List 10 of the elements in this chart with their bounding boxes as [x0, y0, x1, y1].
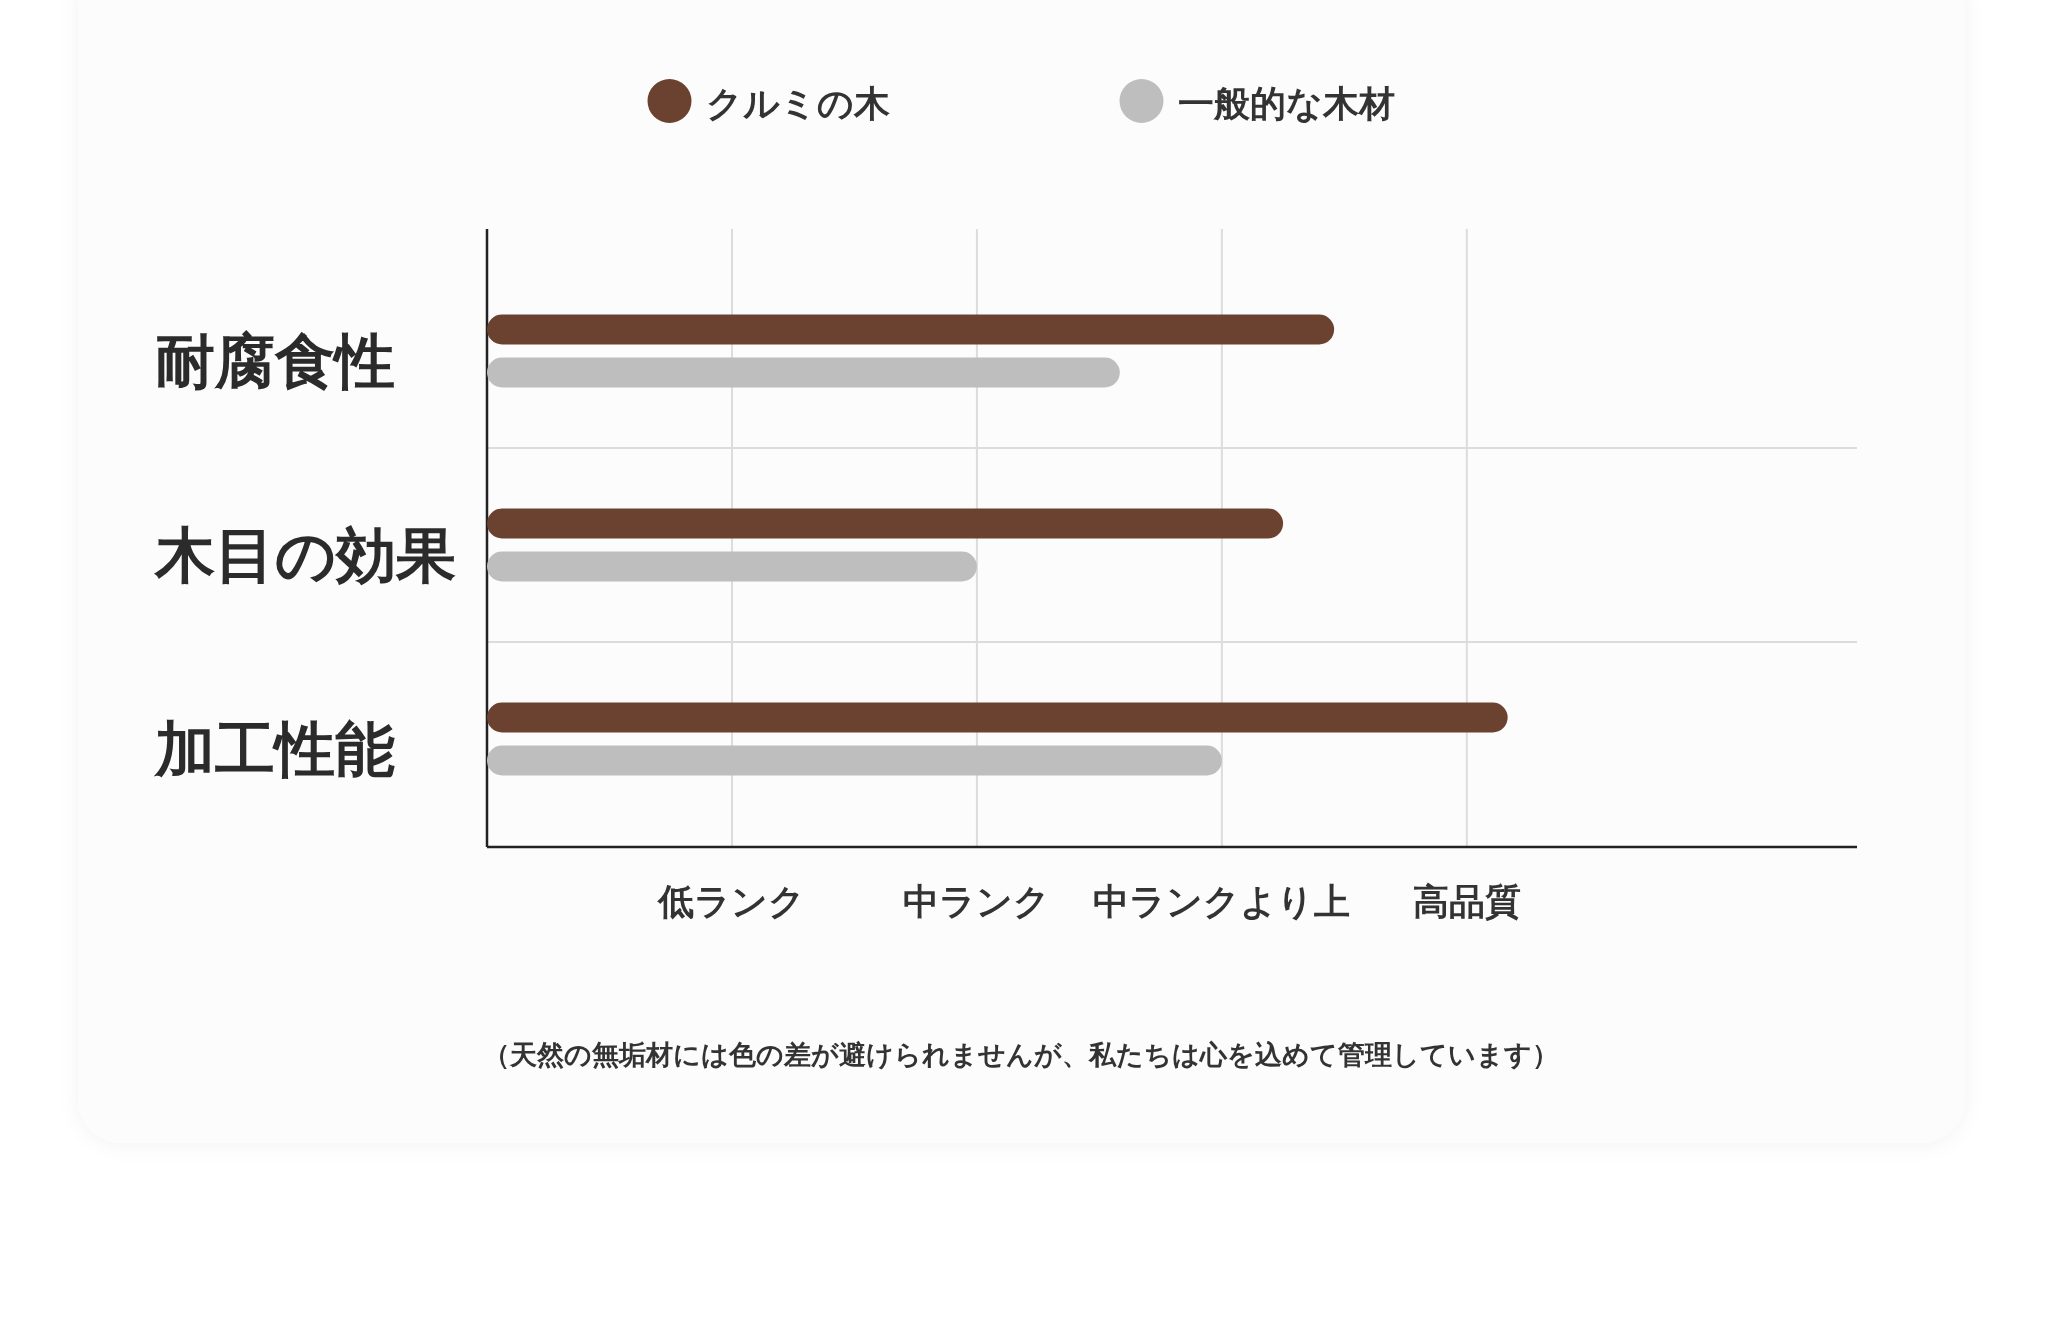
y-tick-label: 耐腐食性	[155, 327, 395, 395]
y-tick-label: 木目の効果	[153, 521, 456, 589]
ref-line-label: 低ランク	[656, 880, 806, 922]
legend-label: 一般的な木材	[1177, 82, 1395, 124]
ref-line-label: 中ランク	[903, 880, 1051, 922]
ref-line-label: 高品質	[1412, 880, 1521, 922]
legend-label: クルミの木	[705, 82, 890, 124]
text: （天然の無垢材には色の差が避けられませんが、私たちは心を込めて管理しています）	[483, 1040, 1559, 1070]
y-tick-label: 加工性能	[153, 715, 395, 783]
ref-line-label: 中ランクより上	[1093, 880, 1351, 922]
